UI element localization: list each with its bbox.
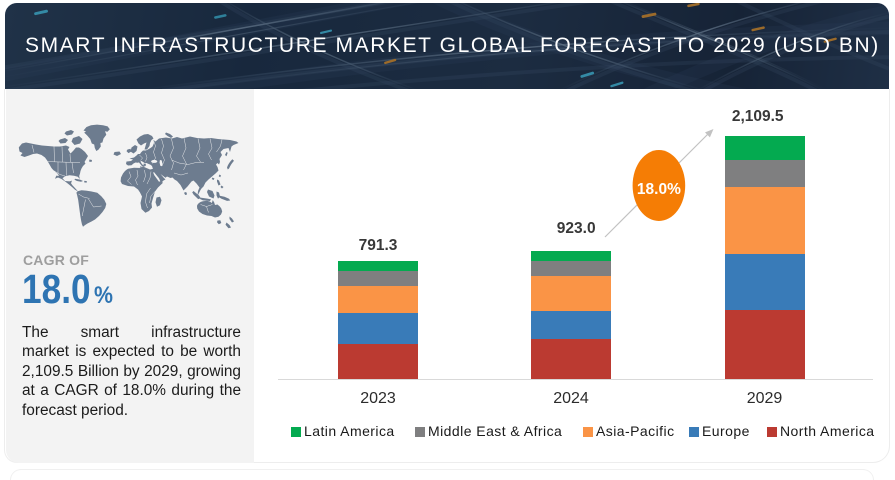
svg-text:18.0%: 18.0% xyxy=(637,181,681,198)
